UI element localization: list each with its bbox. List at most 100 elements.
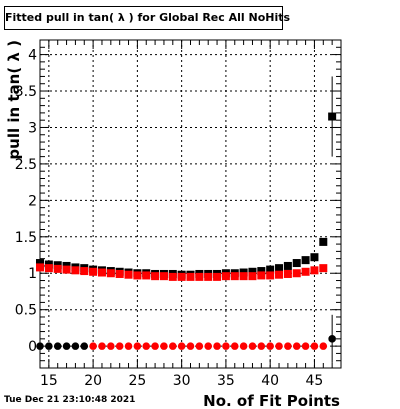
y-tick-label: 1	[28, 266, 37, 282]
series-1-point	[168, 272, 177, 281]
series-3-point	[301, 342, 310, 350]
x-axis-label: No. of Fit Points	[203, 392, 340, 409]
series-1-point	[97, 268, 106, 277]
series-3-point	[186, 342, 195, 350]
series-1-point	[319, 264, 328, 273]
series-3-point	[213, 342, 221, 350]
series-2-point	[62, 342, 71, 350]
series-1-point	[177, 272, 186, 281]
data-marks	[36, 76, 337, 363]
x-tick-label: 45	[306, 373, 324, 389]
series-0-point	[257, 267, 266, 276]
series-3-point	[239, 342, 248, 350]
series-3-point	[292, 342, 301, 350]
series-3-point	[107, 342, 115, 350]
series-1-point	[204, 272, 213, 281]
series-3-point	[204, 342, 213, 350]
y-tick-label: 0	[28, 339, 37, 355]
series-0-point	[36, 259, 44, 268]
y-tick-label: 1.5	[15, 230, 37, 246]
series-3-point	[124, 342, 133, 350]
series-1-point	[115, 269, 124, 278]
series-3-point	[310, 342, 319, 350]
series-0-point	[319, 237, 328, 246]
series-1-point	[53, 264, 62, 273]
series-1-point	[151, 272, 160, 281]
tick-labels: 15 20 25 30 35 40 45 0 0.5 1 1.5 2 2.5 3 3.5 4	[15, 48, 324, 389]
series-3-point	[115, 342, 124, 350]
series-3-point	[257, 342, 266, 350]
series-3-point	[89, 342, 97, 350]
series-3-point	[142, 342, 151, 350]
series-1-point	[275, 270, 284, 279]
grid	[40, 40, 341, 368]
series-3-point	[177, 342, 186, 350]
series-1-point	[230, 272, 239, 281]
series-1-point	[310, 266, 319, 275]
series-0-point	[292, 259, 301, 268]
series-3-point	[319, 342, 328, 350]
series-0-point	[248, 267, 257, 276]
series-1-point	[159, 272, 168, 281]
series-0-point	[266, 265, 275, 274]
series-3-point	[98, 342, 106, 350]
series-3-point	[133, 342, 142, 350]
series-3-point	[275, 342, 283, 350]
series-0-point	[275, 264, 284, 273]
series-1-point	[301, 267, 310, 276]
x-tick-label: 30	[173, 373, 191, 389]
series-1-point	[124, 270, 133, 279]
series-1-point	[239, 272, 248, 281]
series-3-point	[284, 342, 292, 350]
series-1-point	[106, 269, 115, 278]
series-0-point	[301, 256, 310, 265]
series-3-point	[168, 342, 177, 350]
series-0-point	[310, 253, 319, 262]
series-2-point	[71, 342, 80, 350]
timestamp: Tue Dec 21 23:10:48 2021	[4, 395, 136, 405]
series-1-point	[283, 269, 292, 278]
series-3-point	[266, 342, 274, 350]
series-1-point	[62, 265, 71, 274]
series-2-point	[53, 342, 62, 350]
ticks	[39, 39, 342, 369]
y-tick-label: 2.5	[15, 157, 37, 173]
y-axis-label: pull in tan( λ )	[5, 40, 23, 160]
y-tick-label: 2	[28, 193, 37, 209]
series-1-point	[292, 269, 301, 278]
series-1-point	[80, 267, 89, 276]
series-1-point	[142, 271, 151, 280]
series-1-point	[248, 272, 257, 281]
y-tick-label: 4	[28, 48, 37, 64]
series-1-point	[36, 263, 44, 272]
series-1-point	[195, 272, 204, 281]
series-3-point	[222, 342, 230, 350]
series-1-point	[71, 266, 80, 275]
series-0-point	[328, 112, 337, 121]
chart-title: Fitted pull in tan( λ ) for Global Rec A…	[4, 6, 290, 30]
series-1-point	[266, 271, 275, 280]
series-0-point	[283, 261, 292, 270]
series-2-point	[45, 342, 53, 350]
x-tick-label: 40	[261, 373, 279, 389]
series-3-point	[160, 342, 168, 350]
series-1-point	[89, 267, 98, 276]
y-tick-label: 0.5	[15, 303, 37, 319]
y-tick-label: 3.5	[15, 84, 37, 100]
series-2-point	[80, 342, 89, 350]
series-1-point	[44, 264, 53, 273]
series-1-point	[186, 272, 195, 281]
x-tick-label: 15	[40, 373, 58, 389]
x-tick-label: 35	[217, 373, 235, 389]
series-3-point	[248, 342, 257, 350]
series-3-point	[230, 342, 239, 350]
series-2-point	[36, 342, 44, 350]
series-2-point	[328, 335, 336, 343]
x-tick-label: 25	[128, 373, 146, 389]
series-1-point	[213, 272, 222, 281]
series-1-point	[133, 271, 142, 280]
y-tick-label: 3	[28, 120, 37, 136]
x-tick-label: 20	[84, 373, 102, 389]
series-3-point	[195, 342, 204, 350]
